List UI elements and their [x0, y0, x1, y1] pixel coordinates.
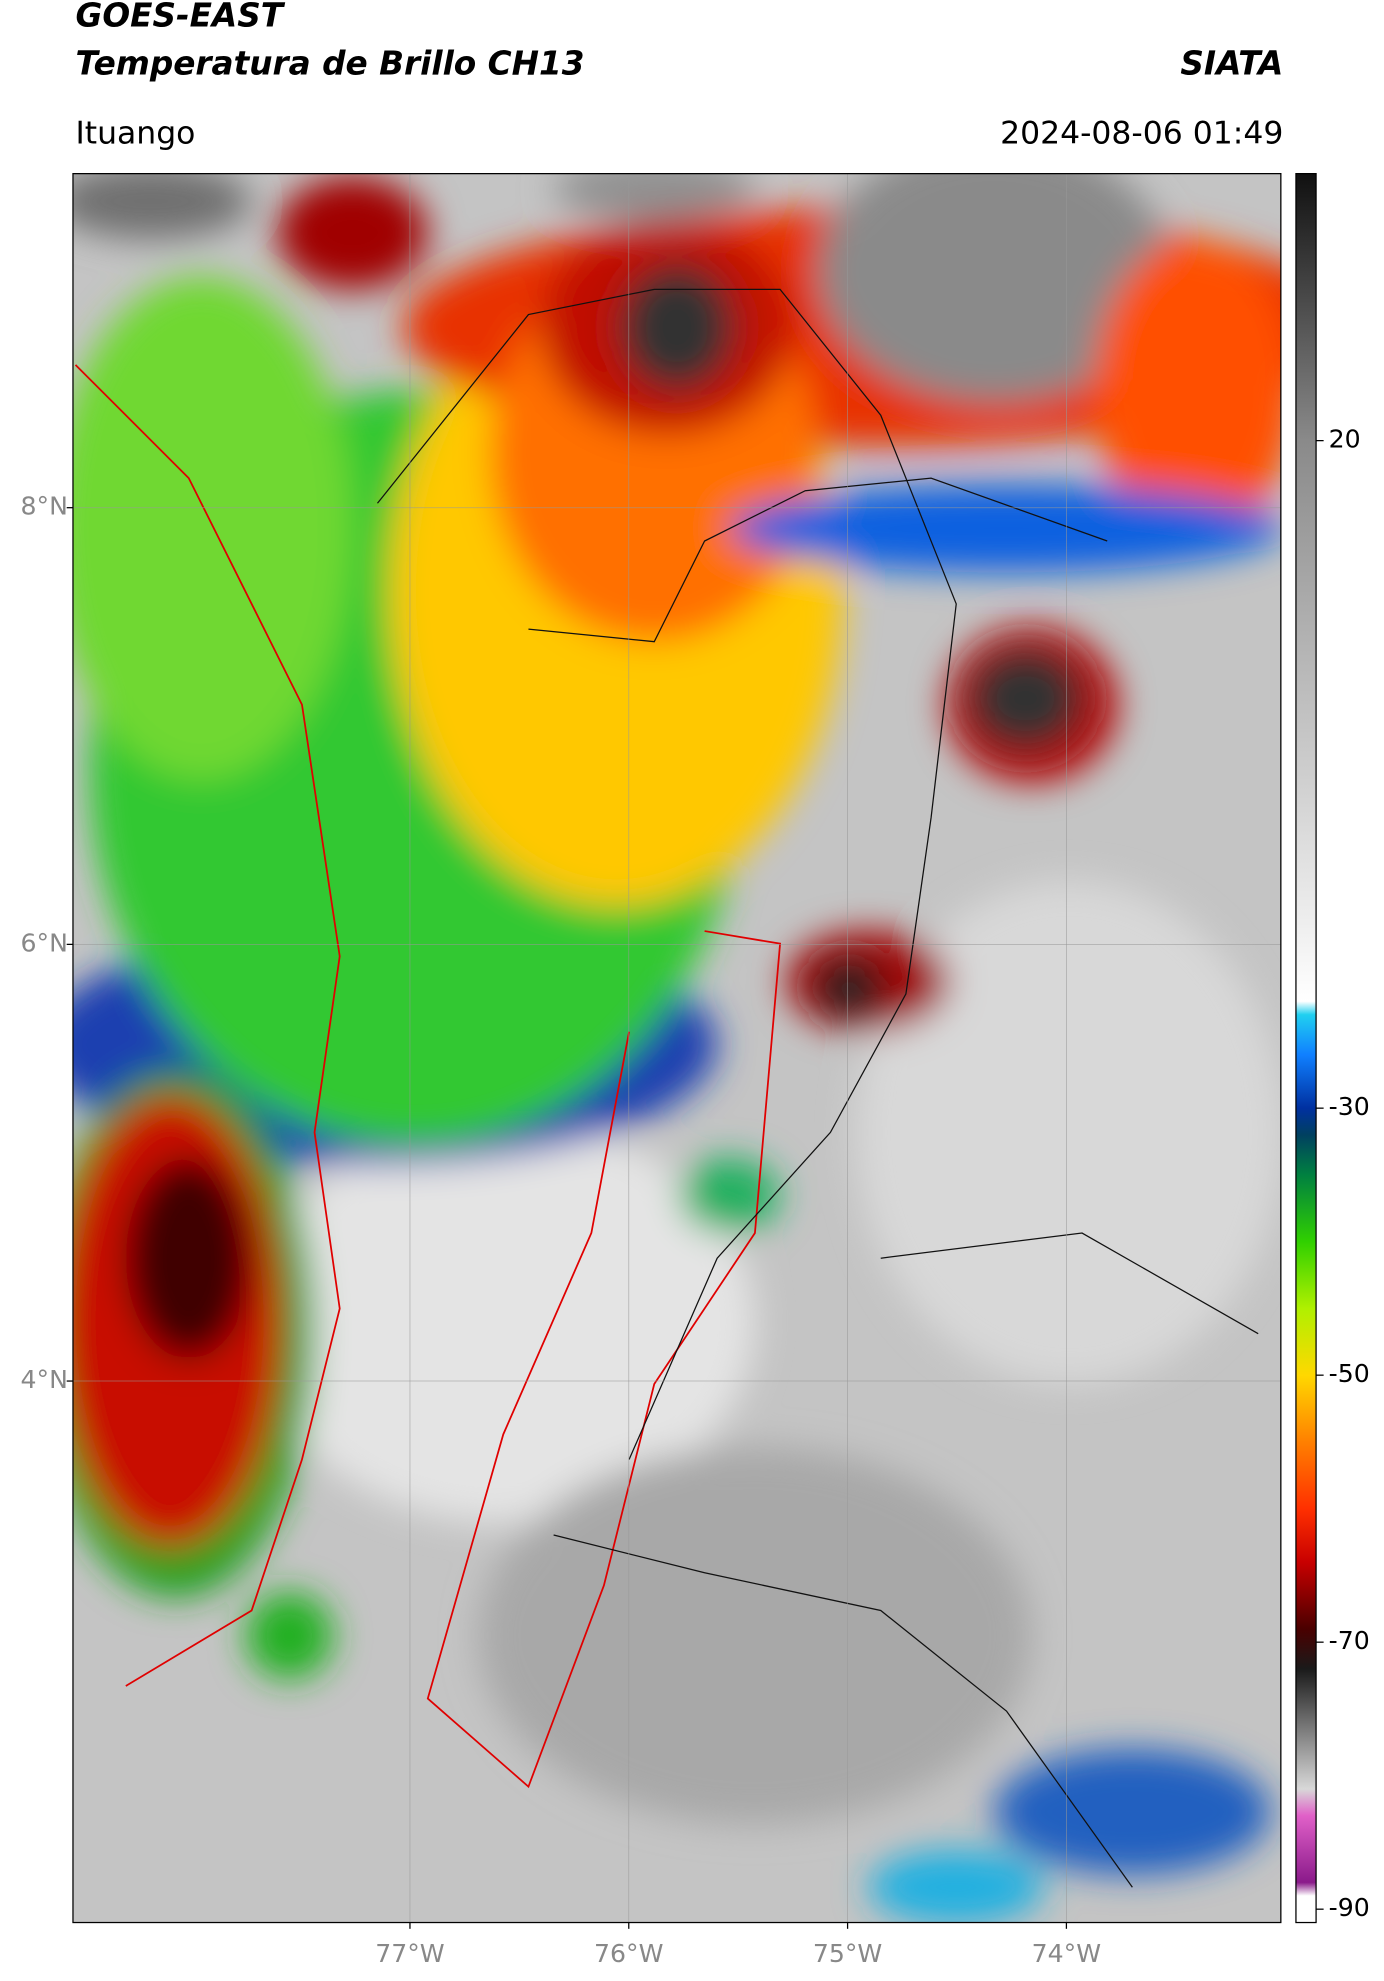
organization: SIATA [1180, 44, 1283, 82]
datetime: 2024-08-06 01:49 [1000, 116, 1283, 152]
satellite-image [72, 173, 1281, 1923]
colorbar-tick-label: -30 [1329, 1092, 1370, 1121]
lon-tick-label: 77°W [375, 1939, 445, 1968]
lon-tick-label: 76°W [594, 1939, 664, 1968]
colorbar [1295, 173, 1317, 1924]
colorbar-tick-label: -90 [1329, 1893, 1370, 1922]
graticule: 77°W 76°W 75°W 74°W 4°N 6°N 8°N [21, 173, 1281, 1968]
lat-tick-label: 4°N [21, 1365, 68, 1394]
colorbar-tick-label: 20 [1329, 425, 1361, 454]
location: Ituango [75, 116, 195, 152]
colorbar-ticks: 20 -30 -50 -70 -90 [1316, 425, 1370, 1922]
lon-tick-label: 74°W [1032, 1939, 1102, 1968]
lon-tick-label: 75°W [813, 1939, 883, 1968]
colorbar-tick-label: -70 [1329, 1626, 1370, 1655]
colorbar-tick-label: -50 [1329, 1359, 1370, 1388]
title: GOES-EAST [75, 0, 285, 35]
lat-tick-label: 8°N [21, 492, 68, 521]
map-frame [72, 173, 1282, 1924]
subtitle: Temperatura de Brillo CH13 [75, 44, 584, 82]
lat-tick-label: 6°N [21, 928, 68, 957]
